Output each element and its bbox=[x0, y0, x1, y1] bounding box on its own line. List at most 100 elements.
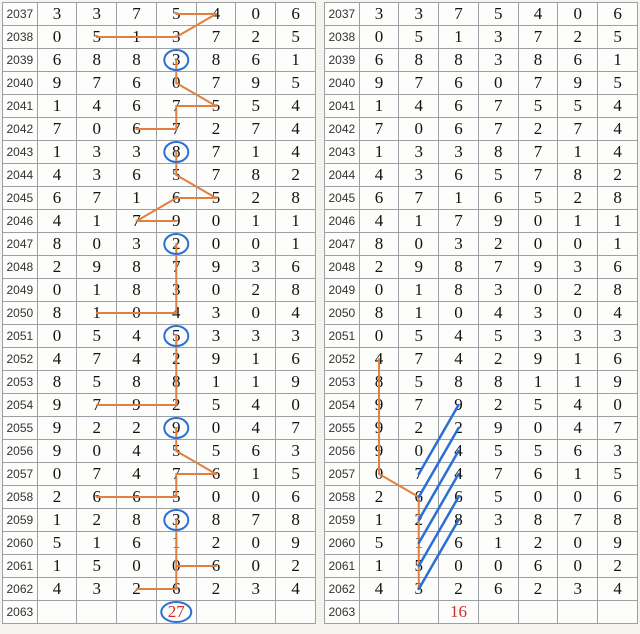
cell: 5 bbox=[478, 3, 518, 26]
table-row: 20582665006 bbox=[3, 486, 316, 509]
cell: 8 bbox=[359, 233, 399, 256]
footer-cell bbox=[558, 601, 598, 624]
table-row: 20582665006 bbox=[325, 486, 638, 509]
table-row: 20549792540 bbox=[325, 394, 638, 417]
cell: 2 bbox=[117, 417, 157, 440]
cell: 6 bbox=[359, 49, 399, 72]
row-id: 2055 bbox=[325, 417, 360, 440]
cell: 0 bbox=[518, 210, 558, 233]
cell: 8 bbox=[558, 164, 598, 187]
cell: 5 bbox=[598, 26, 638, 49]
cell: 7 bbox=[196, 141, 236, 164]
cell: 1 bbox=[236, 141, 276, 164]
cell: 3 bbox=[558, 578, 598, 601]
table-row: 20538588119 bbox=[325, 371, 638, 394]
row-id: 2040 bbox=[325, 72, 360, 95]
cell: 3 bbox=[478, 26, 518, 49]
cell: 2 bbox=[77, 509, 117, 532]
cell: 2 bbox=[598, 164, 638, 187]
cell: 7 bbox=[399, 72, 439, 95]
cell: 9 bbox=[156, 210, 196, 233]
table-row: 20409760795 bbox=[3, 72, 316, 95]
cell: 0 bbox=[236, 532, 276, 555]
cell: 7 bbox=[196, 164, 236, 187]
cell: 8 bbox=[439, 279, 479, 302]
cell: 5 bbox=[156, 440, 196, 463]
footer-cell bbox=[276, 601, 316, 624]
cell: 0 bbox=[359, 325, 399, 348]
cell: 9 bbox=[558, 72, 598, 95]
cell: 0 bbox=[37, 26, 77, 49]
cell: 4 bbox=[598, 95, 638, 118]
row-id: 2042 bbox=[3, 118, 38, 141]
table-row: 20624326234 bbox=[325, 578, 638, 601]
cell: 8 bbox=[156, 141, 196, 164]
footer-cell bbox=[77, 601, 117, 624]
cell: 0 bbox=[518, 417, 558, 440]
cell: 5 bbox=[518, 95, 558, 118]
cell: 4 bbox=[236, 417, 276, 440]
footer-cell bbox=[478, 601, 518, 624]
cell: 6 bbox=[439, 118, 479, 141]
cell: 3 bbox=[77, 164, 117, 187]
cell: 7 bbox=[558, 118, 598, 141]
row-id: 2049 bbox=[325, 279, 360, 302]
cell: 6 bbox=[117, 486, 157, 509]
cell: 6 bbox=[276, 486, 316, 509]
cell: 5 bbox=[196, 440, 236, 463]
table-row: 20510545333 bbox=[325, 325, 638, 348]
cell: 0 bbox=[399, 440, 439, 463]
cell: 8 bbox=[598, 279, 638, 302]
cell: 0 bbox=[478, 555, 518, 578]
cell: 9 bbox=[117, 394, 157, 417]
footer-cell bbox=[236, 601, 276, 624]
cell: 7 bbox=[77, 72, 117, 95]
table-row: 20524742916 bbox=[3, 348, 316, 371]
cell: 7 bbox=[156, 463, 196, 486]
cell: 4 bbox=[236, 394, 276, 417]
cell: 1 bbox=[77, 210, 117, 233]
cell: 8 bbox=[276, 279, 316, 302]
table-row: 20490183028 bbox=[3, 279, 316, 302]
cell: 0 bbox=[558, 302, 598, 325]
cell: 6 bbox=[518, 463, 558, 486]
row-id: 2062 bbox=[325, 578, 360, 601]
cell: 6 bbox=[236, 49, 276, 72]
cell: 6 bbox=[117, 532, 157, 555]
row-id: 2060 bbox=[325, 532, 360, 555]
cell: 0 bbox=[77, 233, 117, 256]
cell: 3 bbox=[156, 509, 196, 532]
cell: 0 bbox=[117, 302, 157, 325]
cell: 2 bbox=[359, 256, 399, 279]
cell: 4 bbox=[439, 440, 479, 463]
cell: 3 bbox=[77, 578, 117, 601]
table-row: 20624326234 bbox=[3, 578, 316, 601]
cell: 1 bbox=[399, 279, 439, 302]
row-id: 2045 bbox=[3, 187, 38, 210]
cell: 7 bbox=[558, 509, 598, 532]
footer-cell bbox=[37, 601, 77, 624]
cell: 6 bbox=[117, 118, 157, 141]
cell: 0 bbox=[399, 118, 439, 141]
cell: 9 bbox=[37, 394, 77, 417]
cell: 0 bbox=[37, 325, 77, 348]
row-id: 2062 bbox=[3, 578, 38, 601]
cell: 1 bbox=[399, 532, 439, 555]
cell: 7 bbox=[117, 3, 157, 26]
cell: 2 bbox=[37, 256, 77, 279]
table-row: 20569045563 bbox=[3, 440, 316, 463]
row-id: 2048 bbox=[325, 256, 360, 279]
left-panel: 2037337540620380513725203968838612040976… bbox=[2, 2, 316, 624]
cell: 4 bbox=[399, 95, 439, 118]
cell: 4 bbox=[439, 325, 479, 348]
cell: 0 bbox=[196, 417, 236, 440]
cell: 9 bbox=[598, 371, 638, 394]
cell: 3 bbox=[276, 325, 316, 348]
row-id: 2044 bbox=[325, 164, 360, 187]
cell: 4 bbox=[276, 141, 316, 164]
cell: 1 bbox=[558, 371, 598, 394]
cell: 6 bbox=[598, 348, 638, 371]
cell: 9 bbox=[439, 394, 479, 417]
cell: 1 bbox=[196, 371, 236, 394]
cell: 5 bbox=[598, 72, 638, 95]
